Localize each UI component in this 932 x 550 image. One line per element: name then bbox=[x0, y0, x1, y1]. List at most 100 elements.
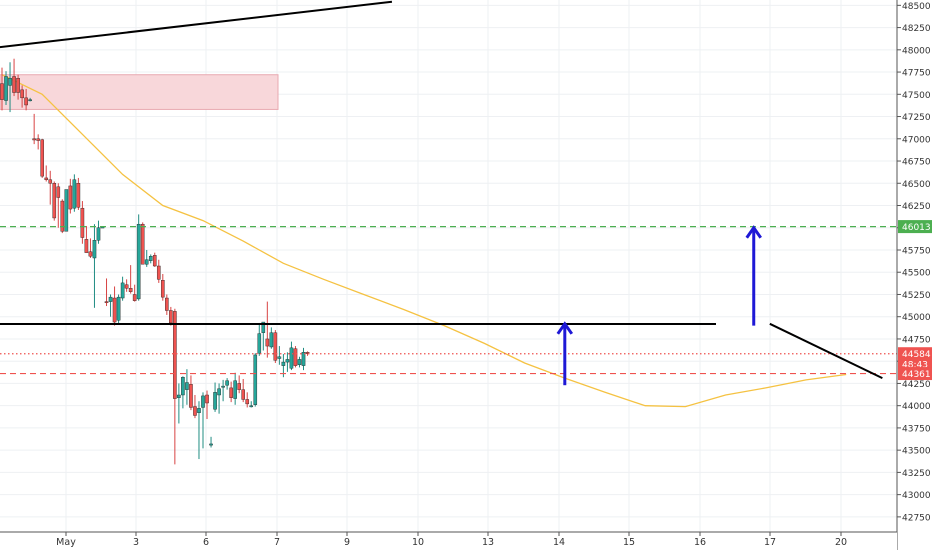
candle[interactable] bbox=[32, 113, 36, 145]
candle[interactable] bbox=[197, 401, 201, 460]
candle[interactable] bbox=[209, 436, 213, 448]
price-tick-label: 46750 bbox=[902, 158, 931, 168]
candle[interactable] bbox=[140, 222, 145, 265]
candle[interactable] bbox=[245, 392, 250, 408]
time-tick-label: 13 bbox=[482, 537, 494, 548]
candle[interactable] bbox=[189, 375, 193, 411]
candle[interactable] bbox=[148, 254, 153, 264]
candle[interactable] bbox=[185, 369, 189, 405]
candle[interactable] bbox=[112, 286, 117, 326]
arrow-drawing[interactable] bbox=[745, 225, 762, 326]
candle[interactable] bbox=[293, 346, 298, 368]
candle[interactable] bbox=[229, 381, 233, 403]
candle[interactable] bbox=[269, 327, 274, 349]
candle-body bbox=[152, 255, 157, 267]
candle[interactable] bbox=[16, 74, 20, 100]
price-axis[interactable]: 4275043000432504350043750440004425044500… bbox=[896, 0, 932, 550]
candle[interactable] bbox=[233, 372, 237, 405]
candle[interactable] bbox=[92, 224, 97, 308]
candle[interactable] bbox=[249, 401, 254, 408]
price-tick-label: 48000 bbox=[902, 46, 931, 56]
candle[interactable] bbox=[205, 390, 209, 420]
candle[interactable] bbox=[253, 353, 258, 407]
candle[interactable] bbox=[104, 278, 109, 307]
trend-line[interactable] bbox=[769, 322, 883, 379]
price-tick-label: 44750 bbox=[902, 335, 931, 345]
price-tick-label: 47000 bbox=[902, 135, 931, 145]
candle[interactable] bbox=[4, 71, 8, 105]
candle[interactable] bbox=[108, 294, 113, 317]
price-axis-background bbox=[897, 0, 932, 550]
candle[interactable] bbox=[76, 177, 81, 210]
candle[interactable] bbox=[221, 379, 225, 402]
candle[interactable] bbox=[173, 308, 177, 465]
candle[interactable] bbox=[0, 67, 4, 111]
candle[interactable] bbox=[144, 249, 149, 267]
candle[interactable] bbox=[301, 347, 306, 371]
candle[interactable] bbox=[285, 352, 290, 372]
candle[interactable] bbox=[116, 294, 121, 324]
candle-body bbox=[44, 177, 49, 180]
price-tick-label: 43750 bbox=[902, 424, 931, 434]
candle[interactable] bbox=[20, 85, 24, 108]
candle[interactable] bbox=[48, 170, 53, 205]
candle[interactable] bbox=[44, 165, 49, 182]
candle-body bbox=[253, 354, 258, 405]
candle[interactable] bbox=[156, 259, 161, 283]
candle[interactable] bbox=[136, 214, 141, 301]
candle-layer[interactable] bbox=[0, 58, 310, 465]
candle[interactable] bbox=[257, 322, 262, 356]
candle[interactable] bbox=[277, 346, 282, 365]
time-axis[interactable]: May 3 6 7 9 10 13 14 15 16 17 20 bbox=[0, 531, 897, 550]
candle[interactable] bbox=[217, 383, 221, 414]
candle[interactable] bbox=[40, 138, 44, 178]
candle[interactable] bbox=[261, 321, 266, 351]
candle[interactable] bbox=[120, 276, 125, 301]
candle[interactable] bbox=[88, 238, 93, 258]
candle[interactable] bbox=[52, 181, 57, 221]
candle[interactable] bbox=[177, 383, 181, 424]
candle[interactable] bbox=[124, 279, 129, 292]
candle[interactable] bbox=[165, 294, 169, 315]
candle[interactable] bbox=[96, 220, 101, 244]
candle[interactable] bbox=[152, 252, 157, 267]
candle[interactable] bbox=[128, 265, 133, 294]
candle[interactable] bbox=[160, 274, 165, 301]
candle-body bbox=[28, 99, 32, 102]
candle[interactable] bbox=[36, 134, 40, 150]
arrow-head bbox=[745, 225, 762, 239]
candle[interactable] bbox=[64, 189, 69, 232]
arrow-drawing[interactable] bbox=[556, 321, 574, 386]
candle[interactable] bbox=[297, 356, 302, 368]
candle[interactable] bbox=[24, 88, 28, 111]
trend-line[interactable] bbox=[0, 0, 393, 53]
candle[interactable] bbox=[169, 306, 173, 326]
candle[interactable] bbox=[193, 394, 197, 419]
candle[interactable] bbox=[289, 341, 294, 371]
candle[interactable] bbox=[273, 330, 278, 363]
candle[interactable] bbox=[84, 225, 89, 253]
candle[interactable] bbox=[305, 351, 310, 356]
candle[interactable] bbox=[181, 376, 185, 409]
candle[interactable] bbox=[132, 284, 137, 302]
candle[interactable] bbox=[12, 58, 16, 97]
candle[interactable] bbox=[213, 382, 217, 412]
candle[interactable] bbox=[225, 378, 229, 390]
candle[interactable] bbox=[237, 375, 241, 394]
candle[interactable] bbox=[241, 378, 246, 403]
candle[interactable] bbox=[201, 392, 205, 449]
candle[interactable] bbox=[80, 201, 85, 244]
candle[interactable] bbox=[68, 178, 73, 214]
drawing-layer[interactable] bbox=[0, 0, 883, 386]
candle-body bbox=[52, 183, 57, 219]
candle[interactable] bbox=[265, 301, 270, 358]
candle[interactable] bbox=[60, 199, 65, 234]
candle[interactable] bbox=[8, 62, 12, 113]
time-tick-label: 15 bbox=[623, 537, 635, 548]
candle-body bbox=[277, 356, 282, 359]
candle[interactable] bbox=[56, 183, 61, 228]
candle-body bbox=[144, 259, 149, 265]
candle[interactable] bbox=[72, 174, 77, 212]
candle[interactable] bbox=[28, 97, 32, 102]
